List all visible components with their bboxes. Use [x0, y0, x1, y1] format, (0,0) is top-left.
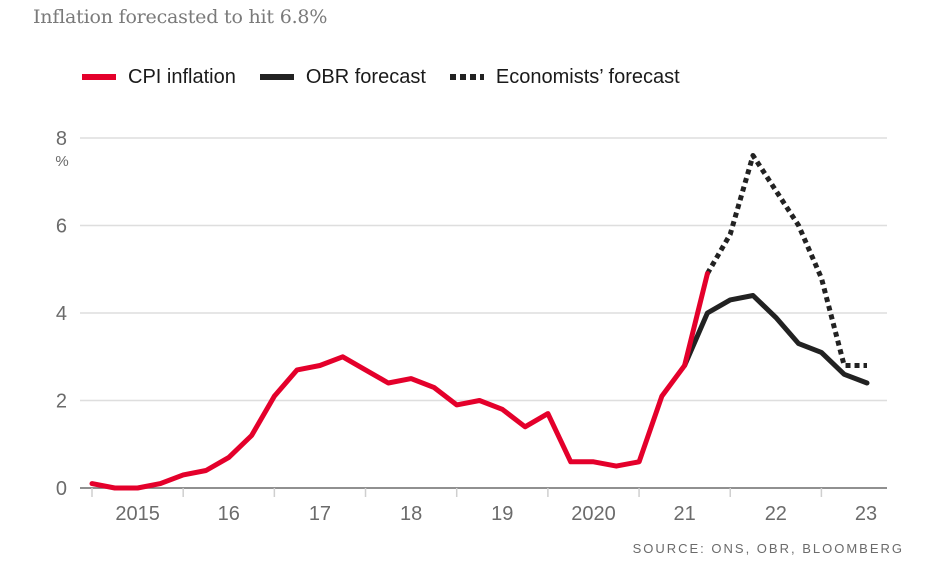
y-tick-label-6: 6: [56, 216, 67, 238]
legend-label-obr: OBR forecast: [305, 65, 426, 88]
legend-swatch-economists: [449, 74, 484, 80]
series-line-economists-forecast: [705, 153, 867, 368]
y-tick-label-4: 4: [56, 303, 67, 325]
x-tick-label-17: 17: [309, 503, 331, 525]
chart-title: Inflation forecasted to hit 6.8%: [33, 6, 328, 28]
gridlines: [80, 137, 887, 402]
x-tick-label-16: 16: [218, 503, 240, 525]
series-lines: [89, 153, 870, 491]
y-axis-ticks: 0 2 4 6 8%: [55, 128, 68, 500]
legend-swatch-obr: [259, 74, 294, 80]
x-tick-label-21: 21: [674, 503, 696, 525]
legend-item-cpi: CPI inflation: [82, 66, 236, 89]
x-tick-label-19: 19: [491, 503, 513, 525]
x-axis: 2015 16 17 18 19 2020 21 22 23: [80, 487, 887, 525]
y-tick-label-0: 0: [56, 478, 67, 500]
source-note: SOURCE: ONS, OBR, BLOOMBERG: [632, 541, 904, 556]
legend-label-economists: Economists’ forecast: [495, 65, 680, 88]
x-tick-label-18: 18: [400, 503, 422, 525]
x-tick-label-2015: 2015: [115, 503, 160, 525]
x-tick-label-2020: 2020: [571, 503, 616, 525]
y-unit-label: %: [55, 153, 68, 170]
legend-item-obr: OBR forecast: [259, 65, 426, 89]
x-tick-label-23: 23: [855, 503, 877, 525]
legend-item-economists: Economists’ forecast: [449, 65, 680, 89]
y-tick-label-2: 2: [56, 391, 67, 413]
legend-swatch-cpi: [82, 74, 116, 80]
legend-label-cpi: CPI inflation: [128, 65, 236, 88]
x-tick-label-22: 22: [765, 503, 787, 525]
series-line-obr-forecast: [682, 293, 870, 386]
y-tick-label-8: 8: [56, 128, 67, 150]
series-line-cpi-inflation: [89, 271, 710, 491]
legend: CPI inflation OBR forecast Economists’ f…: [82, 63, 704, 91]
